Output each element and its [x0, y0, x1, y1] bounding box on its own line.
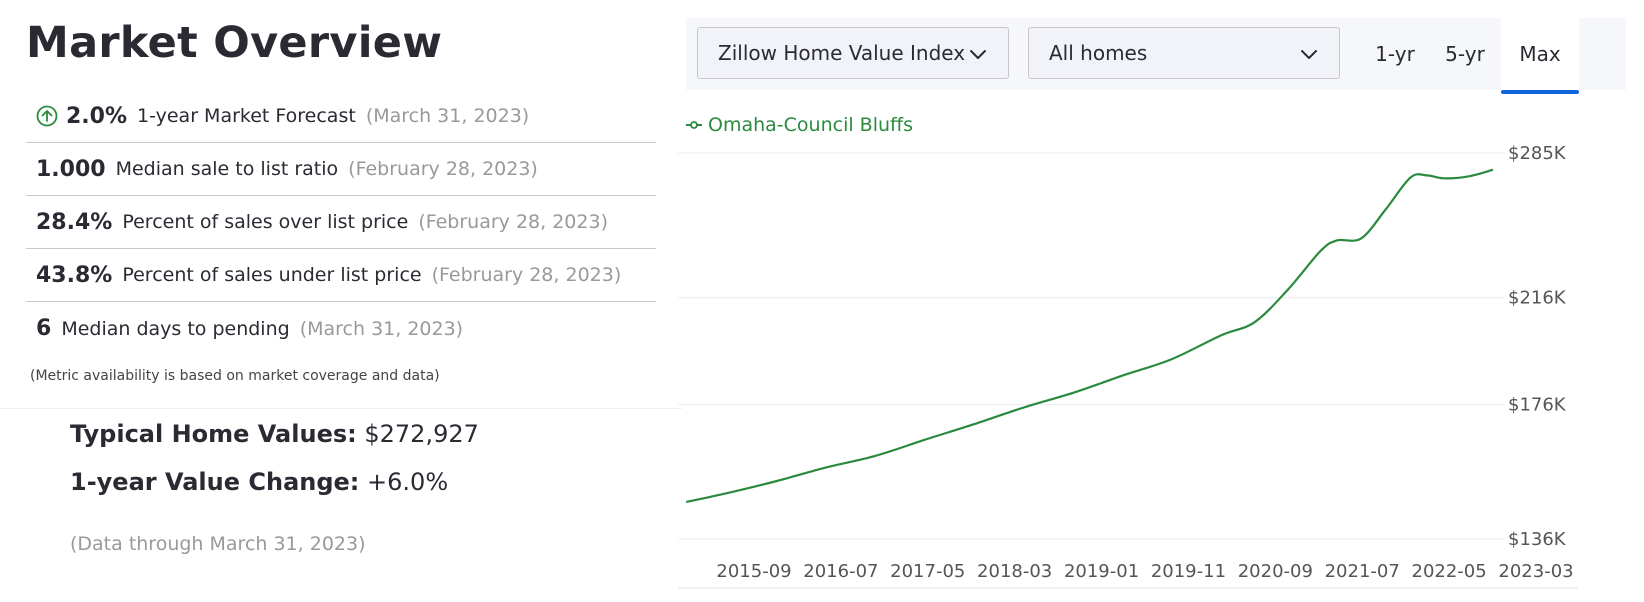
- chart-panel: Zillow Home Value Index All homes 1-yr 5…: [678, 18, 1626, 598]
- arrow-up-circle-icon: [36, 105, 58, 127]
- x-tick-label: 2021-07: [1325, 561, 1400, 582]
- metric-value: 28.4%: [36, 209, 113, 235]
- index-dropdown-value: Zillow Home Value Index: [718, 41, 966, 65]
- metric-row-over-list: 28.4% Percent of sales over list price (…: [26, 196, 656, 249]
- metric-date: (March 31, 2023): [299, 317, 464, 340]
- typical-home-values: Typical Home Values: $272,927: [70, 420, 479, 448]
- page-title: Market Overview: [26, 18, 443, 68]
- typical-home-values-amount: $272,927: [364, 420, 479, 448]
- data-through-date: (Data through March 31, 2023): [70, 533, 366, 555]
- tab-1-yr[interactable]: 1-yr: [1375, 42, 1415, 66]
- home-value-line-chart: $136K $176K $216K $285K 2015-09 2016-07 2017-0…: [678, 143, 1578, 589]
- metric-value: 2.0%: [66, 103, 128, 129]
- x-tick-label: 2016-07: [803, 561, 878, 582]
- series-line-omaha-council-bluffs: [685, 168, 1494, 504]
- legend-line-marker-icon: [686, 121, 702, 129]
- metric-value: 6: [36, 316, 52, 341]
- metric-availability-note: (Metric availability is based on market …: [30, 368, 440, 384]
- metric-value: 43.8%: [36, 262, 113, 288]
- metric-date: (February 28, 2023): [348, 158, 538, 180]
- y-tick-label: $176K: [1508, 394, 1567, 415]
- y-tick-label: $216K: [1508, 288, 1567, 309]
- chart-legend: Omaha-Council Bluffs: [686, 114, 913, 136]
- metric-label: Percent of sales under list price: [122, 264, 422, 286]
- metric-row-under-list: 43.8% Percent of sales under list price …: [26, 249, 656, 302]
- x-tick-label: 2017-05: [890, 561, 965, 582]
- index-dropdown[interactable]: Zillow Home Value Index: [697, 27, 1009, 79]
- metric-label: 1-year Market Forecast: [137, 105, 356, 127]
- typical-home-values-label: Typical Home Values:: [70, 420, 357, 448]
- value-change-label: 1-year Value Change:: [70, 468, 360, 496]
- metric-label: Median sale to list ratio: [115, 158, 339, 180]
- one-year-value-change: 1-year Value Change: +6.0%: [70, 468, 448, 496]
- home-type-dropdown-value: All homes: [1049, 41, 1148, 65]
- home-type-dropdown[interactable]: All homes: [1028, 27, 1340, 79]
- metrics-list: 2.0% 1-year Market Forecast (March 31, 2…: [26, 90, 656, 355]
- value-change-amount: +6.0%: [367, 468, 449, 496]
- x-tick-label: 2022-05: [1412, 561, 1487, 582]
- metric-date: (February 28, 2023): [418, 211, 608, 233]
- metric-value: 1.000: [36, 156, 106, 182]
- legend-series-name: Omaha-Council Bluffs: [708, 114, 914, 136]
- metric-date: (March 31, 2023): [365, 105, 530, 127]
- x-tick-label: 2019-11: [1151, 561, 1226, 582]
- y-tick-label: $285K: [1508, 143, 1567, 164]
- x-tick-label: 2018-03: [977, 561, 1052, 582]
- metric-row-forecast: 2.0% 1-year Market Forecast (March 31, 2…: [26, 90, 656, 143]
- x-tick-label: 2023-03: [1498, 561, 1573, 582]
- metric-row-sale-to-list: 1.000 Median sale to list ratio (Februar…: [26, 143, 656, 196]
- tab-5-yr[interactable]: 5-yr: [1445, 42, 1485, 66]
- metric-label: Percent of sales over list price: [122, 211, 409, 233]
- y-tick-label: $136K: [1508, 529, 1567, 550]
- x-tick-label: 2020-09: [1238, 561, 1313, 582]
- x-tick-label: 2019-01: [1064, 561, 1139, 582]
- chart-controls: Zillow Home Value Index All homes 1-yr 5…: [686, 18, 1626, 94]
- tab-max[interactable]: Max: [1501, 18, 1579, 94]
- metric-date: (February 28, 2023): [431, 264, 622, 286]
- chevron-down-icon: [970, 50, 986, 59]
- metric-label: Median days to pending: [61, 317, 290, 340]
- metric-row-days-to-pending: 6 Median days to pending (March 31, 2023…: [26, 302, 656, 355]
- divider: [0, 408, 682, 409]
- x-tick-label: 2015-09: [716, 561, 791, 582]
- chevron-down-icon: [1301, 50, 1317, 59]
